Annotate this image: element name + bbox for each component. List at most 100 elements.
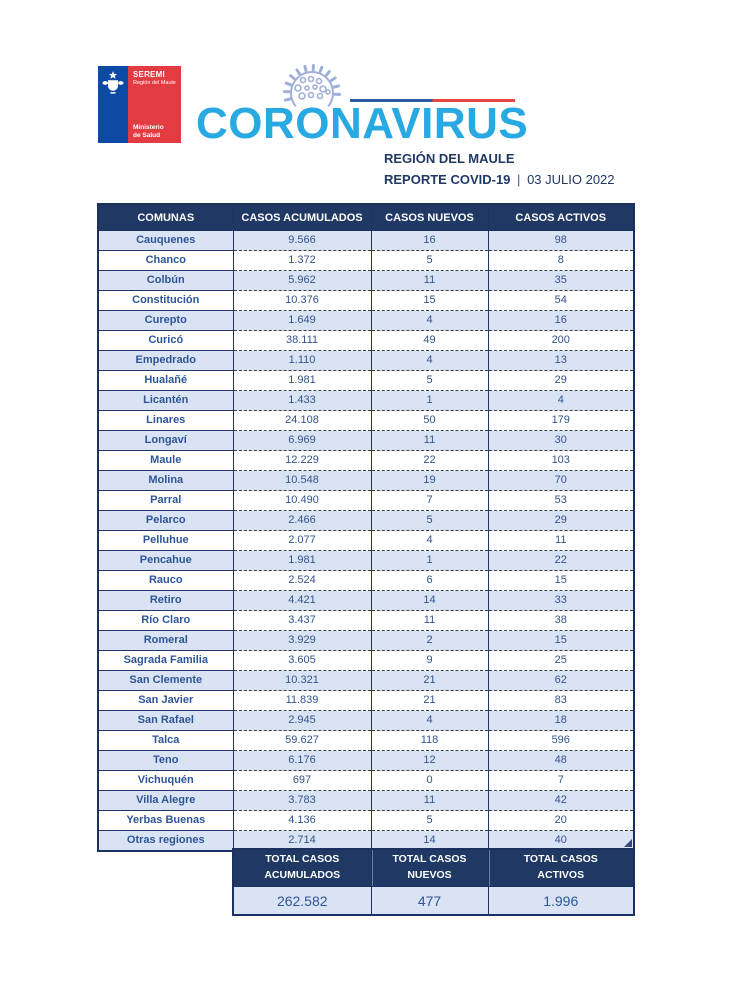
active-cases-cell: 35 (488, 270, 634, 291)
cumulative-cases-cell: 2.077 (233, 530, 372, 551)
region-heading: REGIÓN DEL MAULE (384, 151, 515, 166)
table-row: Yerbas Buenas 4.136 5 20 (98, 810, 634, 831)
active-cases-cell: 200 (488, 330, 634, 351)
active-cases-cell: 11 (488, 530, 634, 551)
table-row: Talca 59.627 118 596 (98, 730, 634, 751)
new-cases-cell: 21 (371, 670, 489, 691)
cumulative-cases-cell: 3.783 (233, 790, 372, 811)
commune-cell: Curepto (98, 310, 234, 331)
table-row: Empedrado 1.110 4 13 (98, 350, 634, 371)
active-cases-cell: 179 (488, 410, 634, 431)
table-row: Licantén 1.433 1 4 (98, 390, 634, 411)
report-label: REPORTE COVID-19 (384, 172, 511, 187)
seremi-label: SEREMI (133, 70, 165, 79)
table-row: San Rafael 2.945 4 18 (98, 710, 634, 731)
minsal-logo: SEREMI Región del Maule Ministerio de Sa… (98, 66, 181, 143)
totals-header-line1: TOTAL CASOS (523, 853, 598, 866)
seremi-region-label: Región del Maule (133, 80, 176, 86)
commune-cell: Longaví (98, 430, 234, 451)
commune-cell: Licantén (98, 390, 234, 411)
new-cases-cell: 14 (371, 830, 489, 851)
table-row: Retiro 4.421 14 33 (98, 590, 634, 611)
new-cases-cell: 7 (371, 490, 489, 511)
active-cases-cell: 29 (488, 370, 634, 391)
total-nuevos-value: 477 (370, 886, 489, 915)
totals-header-activos: TOTAL CASOS ACTIVOS (487, 848, 635, 887)
logo-red-panel: SEREMI Región del Maule Ministerio de Sa… (128, 66, 181, 143)
table-row: Curicó 38.111 49 200 (98, 330, 634, 351)
table-row: Vichuquén 697 0 7 (98, 770, 634, 791)
commune-cell: Río Claro (98, 610, 234, 631)
totals-header-nuevos: TOTAL CASOS NUEVOS (370, 848, 489, 887)
active-cases-cell: 30 (488, 430, 634, 451)
commune-cell: Hualañé (98, 370, 234, 391)
active-cases-cell: 42 (488, 790, 634, 811)
cumulative-cases-cell: 697 (233, 770, 372, 791)
active-cases-cell: 98 (488, 230, 634, 251)
totals-header-line1: TOTAL CASOS (392, 853, 467, 866)
new-cases-cell: 19 (371, 470, 489, 491)
new-cases-cell: 11 (371, 610, 489, 631)
active-cases-cell: 54 (488, 290, 634, 311)
new-cases-cell: 5 (371, 370, 489, 391)
cumulative-cases-cell: 1.981 (233, 550, 372, 571)
active-cases-cell: 29 (488, 510, 634, 531)
cumulative-cases-cell: 10.490 (233, 490, 372, 511)
new-cases-cell: 5 (371, 250, 489, 271)
table-row: Sagrada Familia 3.605 9 25 (98, 650, 634, 671)
new-cases-cell: 4 (371, 530, 489, 551)
active-cases-cell: 25 (488, 650, 634, 671)
commune-cell: Molina (98, 470, 234, 491)
active-cases-cell: 15 (488, 630, 634, 651)
cumulative-cases-cell: 5.962 (233, 270, 372, 291)
table-row: Pencahue 1.981 1 22 (98, 550, 634, 571)
cumulative-cases-cell: 4.136 (233, 810, 372, 831)
commune-cell: Cauquenes (98, 230, 234, 251)
active-cases-cell: 8 (488, 250, 634, 271)
new-cases-cell: 49 (371, 330, 489, 351)
table-row: Pelluhue 2.077 4 11 (98, 530, 634, 551)
new-cases-cell: 1 (371, 390, 489, 411)
table-row: Romeral 3.929 2 15 (98, 630, 634, 651)
cumulative-cases-cell: 1.372 (233, 250, 372, 271)
new-cases-cell: 5 (371, 810, 489, 831)
active-cases-cell: 48 (488, 750, 634, 771)
active-cases-cell: 70 (488, 470, 634, 491)
active-cases-cell: 38 (488, 610, 634, 631)
cumulative-cases-cell: 6.176 (233, 750, 372, 771)
commune-cell: Pelarco (98, 510, 234, 531)
new-cases-cell: 0 (371, 770, 489, 791)
active-cases-cell: 13 (488, 350, 634, 371)
new-cases-cell: 4 (371, 310, 489, 331)
table-row: Maule 12.229 22 103 (98, 450, 634, 471)
cumulative-cases-cell: 2.714 (233, 830, 372, 851)
new-cases-cell: 11 (371, 270, 489, 291)
cumulative-cases-cell: 1.981 (233, 370, 372, 391)
column-header-casos-nuevos: CASOS NUEVOS (370, 203, 489, 231)
commune-cell: San Javier (98, 690, 234, 711)
new-cases-cell: 12 (371, 750, 489, 771)
commune-cell: Romeral (98, 630, 234, 651)
commune-cell: Sagrada Familia (98, 650, 234, 671)
table-body: Cauquenes 9.566 16 98 Chanco 1.372 5 8 C… (98, 230, 634, 851)
page-title: CORONAVIRUS (196, 99, 529, 148)
cumulative-cases-cell: 1.110 (233, 350, 372, 371)
cell-fill-handle (624, 839, 632, 847)
active-cases-cell: 20 (488, 810, 634, 831)
totals-header-row: TOTAL CASOS ACUMULADOS TOTAL CASOS NUEVO… (232, 848, 635, 887)
new-cases-cell: 4 (371, 710, 489, 731)
cumulative-cases-cell: 38.111 (233, 330, 372, 351)
cumulative-cases-cell: 2.524 (233, 570, 372, 591)
totals-header-line2: ACTIVOS (537, 869, 585, 881)
cumulative-cases-cell: 3.929 (233, 630, 372, 651)
active-cases-cell: 596 (488, 730, 634, 751)
active-cases-cell: 62 (488, 670, 634, 691)
table-row: San Javier 11.839 21 83 (98, 690, 634, 711)
table-header-row: COMUNAS CASOS ACUMULADOS CASOS NUEVOS CA… (97, 203, 635, 231)
commune-cell: Maule (98, 450, 234, 471)
new-cases-cell: 5 (371, 510, 489, 531)
commune-cell: Talca (98, 730, 234, 751)
cumulative-cases-cell: 1.433 (233, 390, 372, 411)
new-cases-cell: 22 (371, 450, 489, 471)
